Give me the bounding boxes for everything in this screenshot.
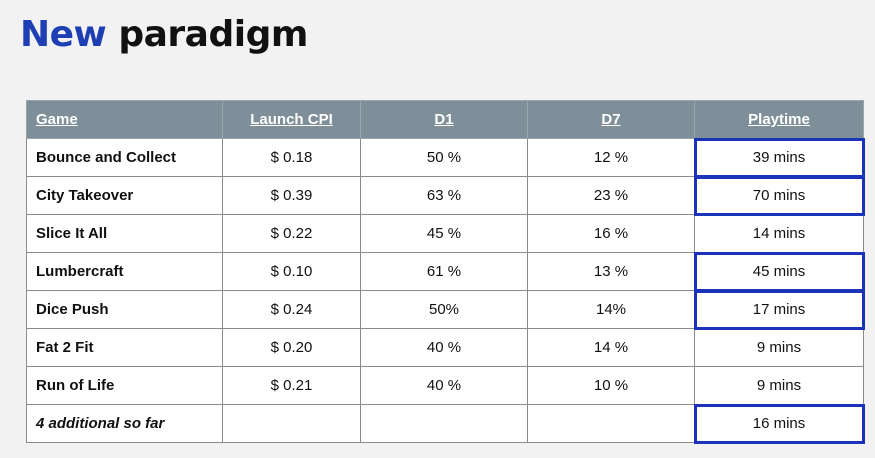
d1-cell: 63 % — [360, 176, 528, 215]
launch-cpi-cell: $ 0.10 — [222, 252, 361, 291]
launch-cpi-cell — [222, 404, 361, 443]
game-cell: Run of Life — [26, 366, 223, 405]
table-row: 4 additional so far 16 mins — [26, 403, 865, 444]
playtime-cell: 9 mins — [694, 366, 864, 405]
game-cell: Slice It All — [26, 214, 223, 253]
table-header-row: Game Launch CPI D1 D7 Playtime — [26, 100, 864, 139]
launch-cpi-cell: $ 0.18 — [222, 138, 361, 177]
d7-cell: 23 % — [527, 176, 695, 215]
d7-cell: 13 % — [527, 252, 695, 291]
page-title-accent: New — [20, 14, 107, 55]
table-row: Fat 2 Fit $ 0.20 40 % 14 % 9 mins — [26, 328, 864, 367]
d7-cell: 14 % — [527, 328, 695, 367]
launch-cpi-cell: $ 0.22 — [222, 214, 361, 253]
table-row: Bounce and Collect $ 0.18 50 % 12 % 39 mins — [26, 137, 865, 178]
d7-cell: 16 % — [527, 214, 695, 253]
table-row: Dice Push $ 0.24 50% 14% 17 mins — [26, 289, 865, 330]
d1-cell — [360, 404, 528, 443]
d1-cell: 50 % — [360, 138, 528, 177]
games-table: Game Launch CPI D1 D7 Playtime Bounce an… — [26, 100, 865, 444]
header-launch-cpi[interactable]: Launch CPI — [222, 100, 361, 139]
launch-cpi-cell: $ 0.24 — [222, 290, 361, 329]
d1-cell: 45 % — [360, 214, 528, 253]
playtime-cell: 9 mins — [694, 328, 864, 367]
launch-cpi-cell: $ 0.20 — [222, 328, 361, 367]
game-cell: Bounce and Collect — [26, 138, 223, 177]
table-row: City Takeover $ 0.39 63 % 23 % 70 mins — [26, 175, 865, 216]
launch-cpi-cell: $ 0.39 — [222, 176, 361, 215]
playtime-cell: 70 mins — [693, 175, 865, 216]
d1-cell: 40 % — [360, 328, 528, 367]
game-cell: Lumbercraft — [26, 252, 223, 291]
d7-cell: 14% — [527, 290, 695, 329]
table-row: Lumbercraft $ 0.10 61 % 13 % 45 mins — [26, 251, 865, 292]
page-title: New paradigm — [20, 14, 308, 55]
d7-cell — [527, 404, 695, 443]
header-d7[interactable]: D7 — [527, 100, 695, 139]
playtime-cell: 17 mins — [693, 289, 865, 330]
d7-cell: 10 % — [527, 366, 695, 405]
playtime-cell: 14 mins — [694, 214, 864, 253]
header-playtime[interactable]: Playtime — [694, 100, 864, 139]
playtime-cell: 45 mins — [693, 251, 865, 292]
playtime-cell: 39 mins — [693, 137, 865, 178]
d7-cell: 12 % — [527, 138, 695, 177]
d1-cell: 50% — [360, 290, 528, 329]
table-row: Run of Life $ 0.21 40 % 10 % 9 mins — [26, 366, 864, 405]
playtime-cell: 16 mins — [693, 403, 865, 444]
table-row: Slice It All $ 0.22 45 % 16 % 14 mins — [26, 214, 864, 253]
d1-cell: 40 % — [360, 366, 528, 405]
header-game[interactable]: Game — [26, 100, 223, 139]
game-cell: 4 additional so far — [26, 404, 223, 443]
game-cell: City Takeover — [26, 176, 223, 215]
page-title-rest: paradigm — [118, 14, 308, 55]
game-cell: Dice Push — [26, 290, 223, 329]
launch-cpi-cell: $ 0.21 — [222, 366, 361, 405]
game-cell: Fat 2 Fit — [26, 328, 223, 367]
header-d1[interactable]: D1 — [360, 100, 528, 139]
d1-cell: 61 % — [360, 252, 528, 291]
